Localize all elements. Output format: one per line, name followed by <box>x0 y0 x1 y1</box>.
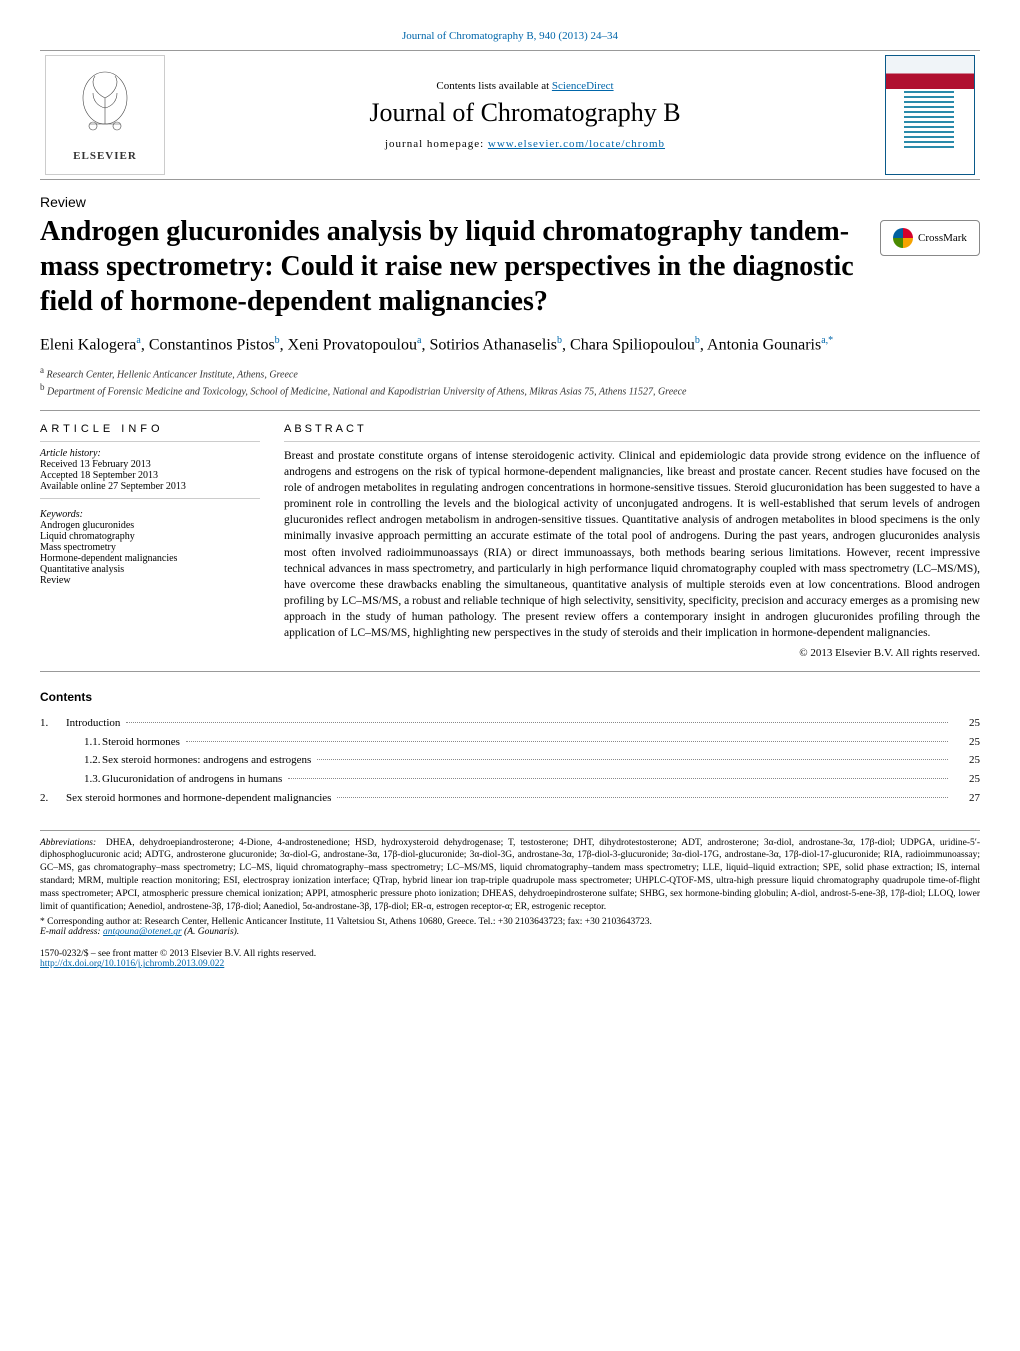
abbreviations-text: DHEA, dehydroepiandrosterone; 4-Dione, 4… <box>40 838 980 912</box>
history-online: Available online 27 September 2013 <box>40 481 260 492</box>
table-of-contents: 1. Introduction 25 1.1. Steroid hormones… <box>40 714 980 807</box>
keyword: Androgen glucuronides <box>40 520 260 531</box>
journal-cover-thumbnail[interactable] <box>885 55 975 175</box>
toc-subnum: 1.1. <box>66 733 102 752</box>
keyword: Mass spectrometry <box>40 542 260 553</box>
toc-title: Glucuronidation of androgens in humans <box>102 770 282 789</box>
toc-title: Sex steroid hormones: androgens and estr… <box>102 751 311 770</box>
journal-ref-link[interactable]: Journal of Chromatography B, 940 (2013) … <box>40 30 980 42</box>
toc-page: 25 <box>954 714 980 733</box>
keyword: Review <box>40 575 260 586</box>
journal-homepage-line: journal homepage: www.elsevier.com/locat… <box>170 138 880 150</box>
toc-dots <box>337 797 948 798</box>
affiliation-b: b Department of Forensic Medicine and To… <box>40 382 980 398</box>
info-abstract-row: article info Article history: Received 1… <box>40 423 980 659</box>
doi-link[interactable]: http://dx.doi.org/10.1016/j.jchromb.2013… <box>40 959 224 969</box>
toc-page: 25 <box>954 733 980 752</box>
toc-page: 27 <box>954 789 980 808</box>
toc-row[interactable]: 1.3. Glucuronidation of androgens in hum… <box>40 770 980 789</box>
contents-lists-line: Contents lists available at ScienceDirec… <box>170 80 880 92</box>
keyword: Quantitative analysis <box>40 564 260 575</box>
toc-title: Introduction <box>66 714 120 733</box>
abstract-copyright: © 2013 Elsevier B.V. All rights reserved… <box>284 647 980 659</box>
issn-line: 1570-0232/$ – see front matter © 2013 El… <box>40 949 980 959</box>
header-center: Contents lists available at ScienceDirec… <box>170 80 880 150</box>
toc-dots <box>126 722 948 723</box>
article-type-label: Review <box>40 194 980 210</box>
authors-list: Eleni Kalogeraa, Constantinos Pistosb, X… <box>40 333 980 357</box>
corr-text: Corresponding author at: Research Center… <box>47 917 652 927</box>
divider <box>40 410 980 411</box>
toc-dots <box>317 759 948 760</box>
crossmark-icon <box>893 228 913 248</box>
publisher-name: ELSEVIER <box>73 150 137 162</box>
article-history-label: Article history: <box>40 448 260 459</box>
article-info-col: article info Article history: Received 1… <box>40 423 260 659</box>
history-accepted: Accepted 18 September 2013 <box>40 470 260 481</box>
toc-dots <box>288 778 948 779</box>
abbreviations-label: Abbreviations: <box>40 838 96 848</box>
toc-page: 25 <box>954 751 980 770</box>
corr-marker: * <box>40 917 45 927</box>
toc-title: Sex steroid hormones and hormone-depende… <box>66 789 331 808</box>
toc-title: Steroid hormones <box>102 733 180 752</box>
journal-homepage-link[interactable]: www.elsevier.com/locate/chromb <box>488 138 665 150</box>
doi-line: http://dx.doi.org/10.1016/j.jchromb.2013… <box>40 959 980 969</box>
toc-num: 2. <box>40 789 66 808</box>
sciencedirect-link[interactable]: ScienceDirect <box>552 80 614 92</box>
crossmark-label: CrossMark <box>918 232 967 244</box>
toc-page: 25 <box>954 770 980 789</box>
email-label: E-mail address: <box>40 927 101 937</box>
footer: 1570-0232/$ – see front matter © 2013 El… <box>40 949 980 969</box>
toc-row[interactable]: 1. Introduction 25 <box>40 714 980 733</box>
history-received: Received 13 February 2013 <box>40 459 260 470</box>
email-line: E-mail address: antgouna@otenet.gr (A. G… <box>40 927 980 937</box>
journal-name: Journal of Chromatography B <box>170 98 880 128</box>
crossmark-badge[interactable]: CrossMark <box>880 220 980 256</box>
abbreviations-footnote: Abbreviations: DHEA, dehydroepiandroster… <box>40 830 980 914</box>
elsevier-tree-icon <box>75 68 135 150</box>
divider <box>40 671 980 672</box>
toc-row[interactable]: 1.1. Steroid hormones 25 <box>40 733 980 752</box>
contents-prefix: Contents lists available at <box>436 80 551 92</box>
abstract-heading: abstract <box>284 423 980 435</box>
corresponding-author: * Corresponding author at: Research Cent… <box>40 917 980 927</box>
article-info-heading: article info <box>40 423 260 435</box>
toc-dots <box>186 741 948 742</box>
keywords-label: Keywords: <box>40 509 260 520</box>
toc-row[interactable]: 1.2. Sex steroid hormones: androgens and… <box>40 751 980 770</box>
article-title: Androgen glucuronides analysis by liquid… <box>40 214 860 319</box>
homepage-prefix: journal homepage: <box>385 138 488 150</box>
abstract-col: abstract Breast and prostate constitute … <box>284 423 980 659</box>
contents-heading: Contents <box>40 690 980 704</box>
header-band: ELSEVIER Contents lists available at Sci… <box>40 50 980 180</box>
page-root: Journal of Chromatography B, 940 (2013) … <box>0 0 1020 999</box>
email-person: (A. Gounaris). <box>184 927 239 937</box>
keyword: Hormone-dependent malignancies <box>40 553 260 564</box>
publisher-logo[interactable]: ELSEVIER <box>45 55 165 175</box>
toc-row[interactable]: 2. Sex steroid hormones and hormone-depe… <box>40 789 980 808</box>
toc-subnum: 1.3. <box>66 770 102 789</box>
title-row: Androgen glucuronides analysis by liquid… <box>40 214 980 333</box>
abstract-body: Breast and prostate constitute organs of… <box>284 448 980 641</box>
keyword: Liquid chromatography <box>40 531 260 542</box>
affiliation-a: a Research Center, Hellenic Anticancer I… <box>40 365 980 381</box>
toc-subnum: 1.2. <box>66 751 102 770</box>
toc-num: 1. <box>40 714 66 733</box>
corresponding-email-link[interactable]: antgouna@otenet.gr <box>103 927 182 937</box>
